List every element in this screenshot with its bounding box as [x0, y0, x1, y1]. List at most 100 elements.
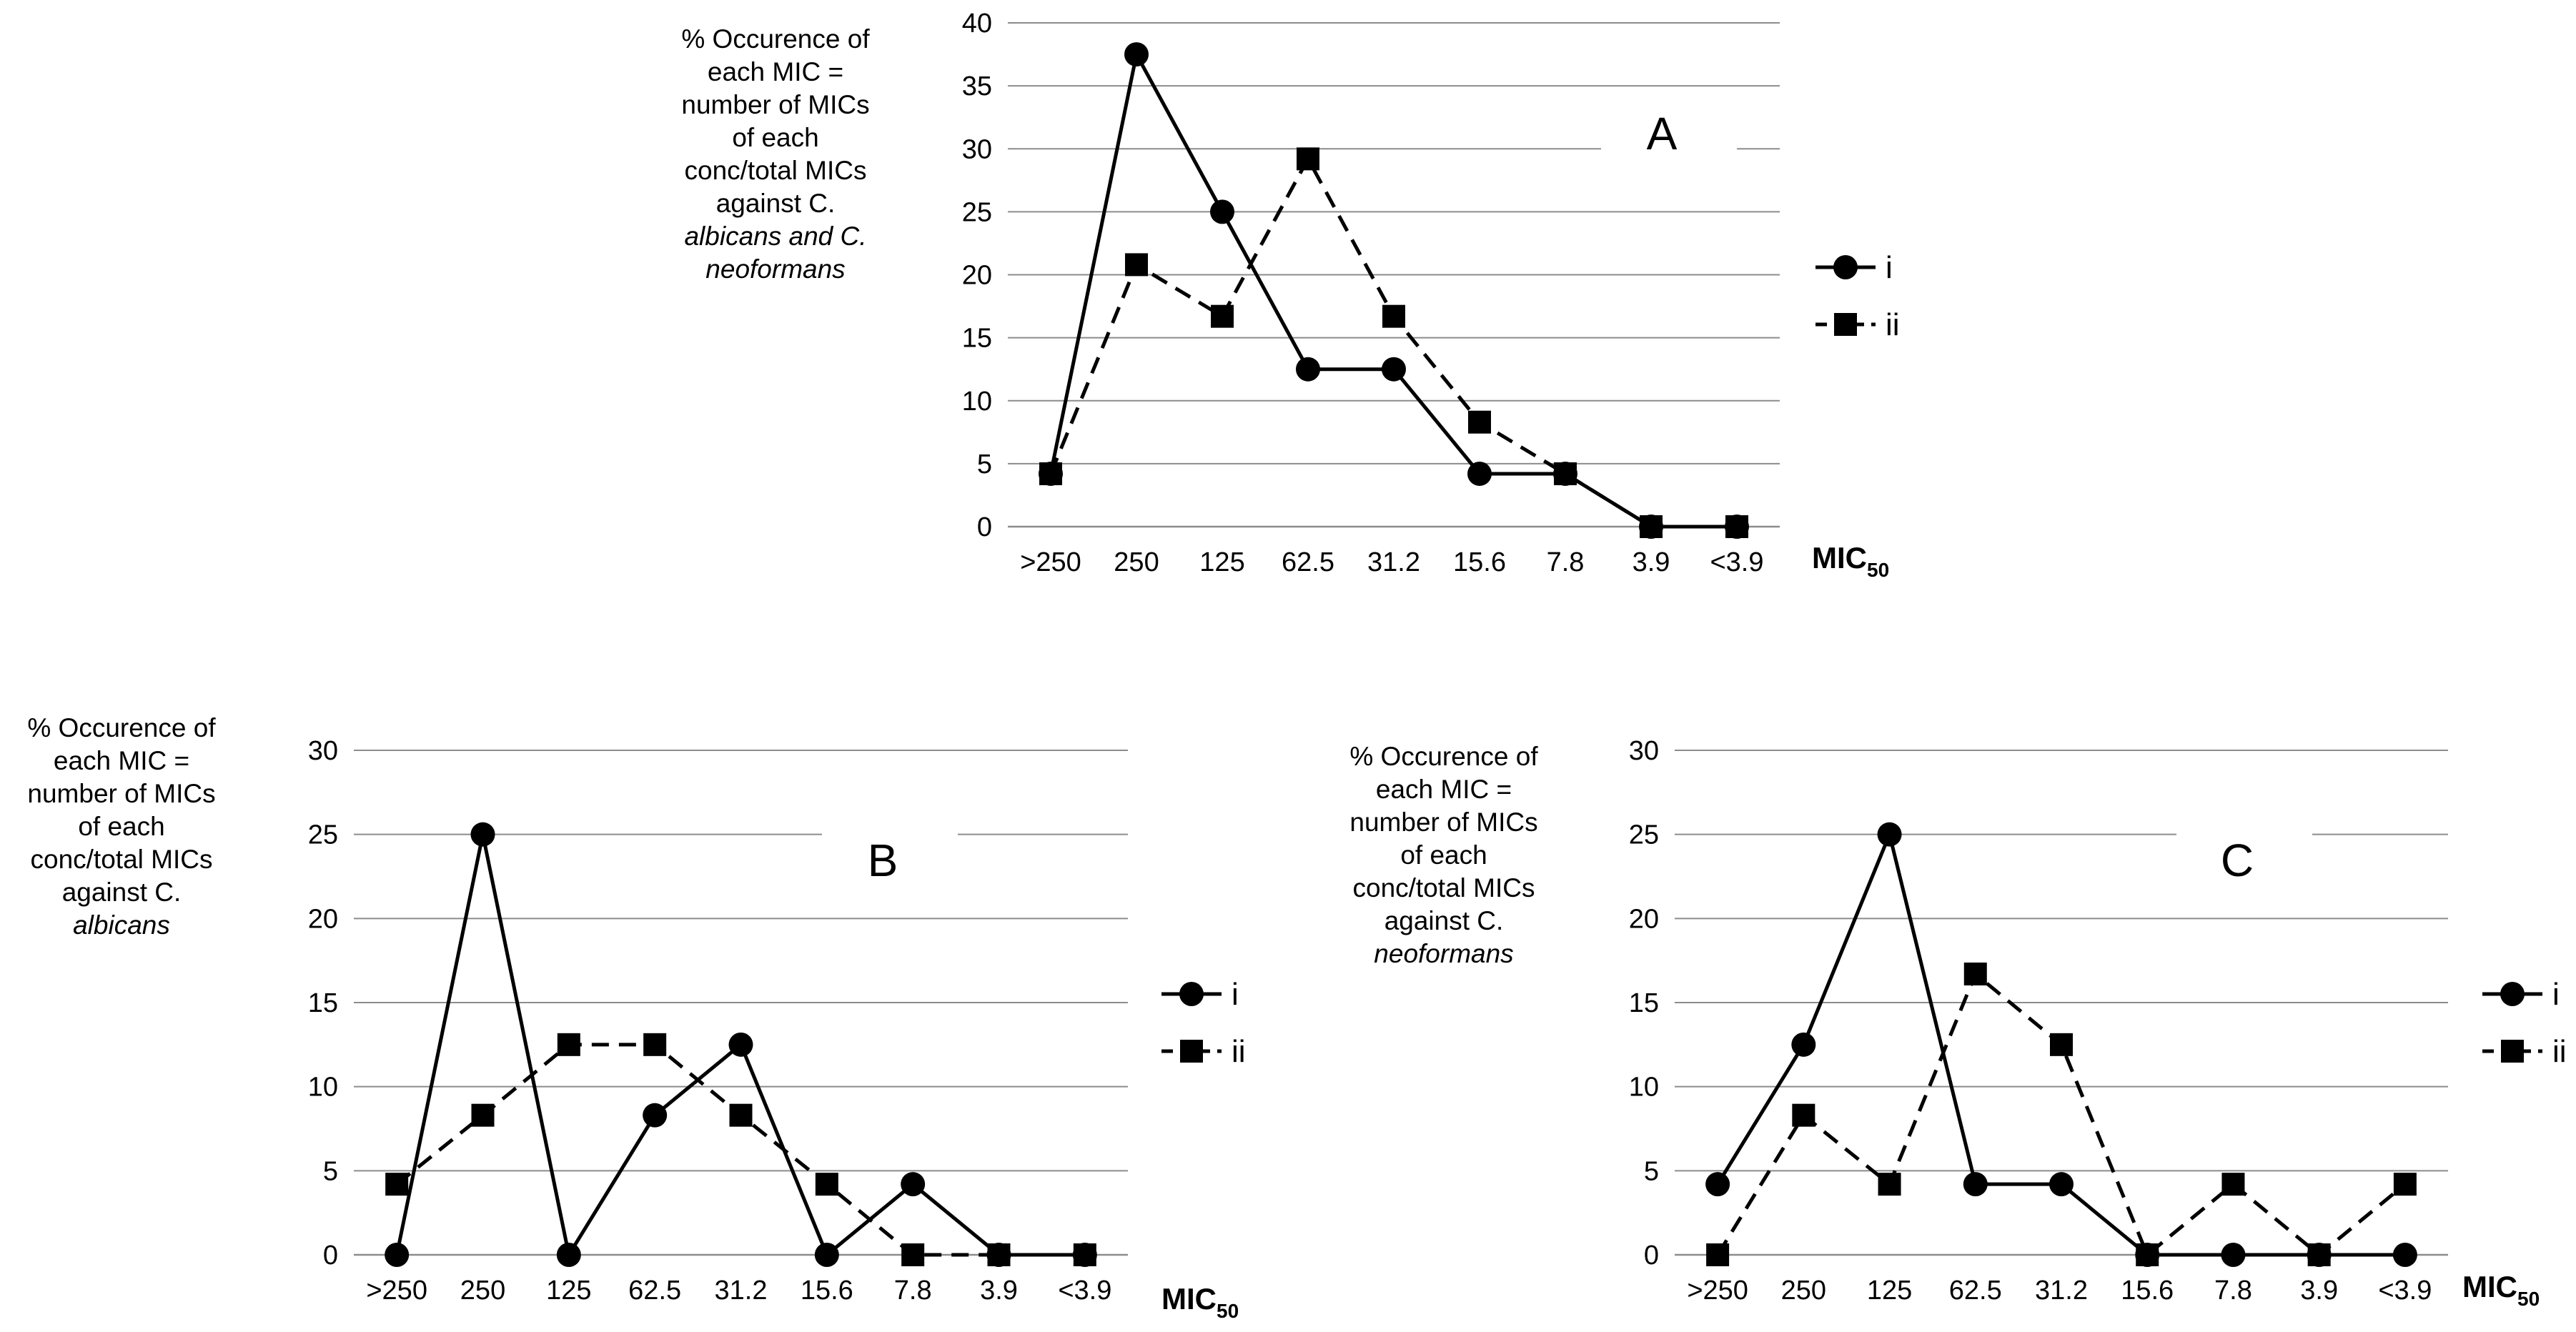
data-point-i	[1039, 461, 1063, 486]
y-label-line: of each	[732, 123, 819, 152]
data-point-i	[901, 1172, 926, 1197]
x-tick-label: 3.9	[1633, 547, 1670, 577]
data-point-ii	[729, 1103, 753, 1127]
legend-marker-ii	[1180, 1040, 1203, 1063]
x-tick-label: 250	[460, 1276, 505, 1306]
x-tick-label: 3.9	[2300, 1276, 2338, 1306]
data-point-i	[1725, 515, 1749, 539]
y-tick-label: 10	[308, 1073, 338, 1103]
x-tick-label: 125	[546, 1276, 591, 1306]
data-point-i	[1124, 42, 1149, 67]
x-tick-label: 15.6	[801, 1276, 853, 1306]
y-label-line: number of MICs	[1349, 807, 1538, 837]
legend-marker-ii	[1834, 313, 1857, 336]
x-tick-label: 125	[1199, 547, 1244, 577]
data-point-ii	[385, 1173, 409, 1196]
x-tick-label: <3.9	[1058, 1276, 1111, 1306]
series-line-i	[1049, 49, 1737, 529]
data-point-i	[728, 1032, 753, 1057]
x-axis-label-subscript: 50	[1867, 559, 1889, 581]
y-label-line: albicans	[73, 910, 170, 940]
data-point-i	[1296, 357, 1320, 382]
data-point-ii	[1792, 1103, 1815, 1127]
x-tick-label: 62.5	[628, 1276, 681, 1306]
legend-label-i: i	[1886, 250, 1893, 285]
y-axis-label-a: % Occurence of each MIC = number of MICs…	[643, 23, 908, 286]
y-label-line: each MIC =	[707, 57, 844, 86]
y-tick-label: 0	[1644, 1241, 1659, 1271]
y-tick-label: 25	[1629, 820, 1659, 850]
y-label-line: number of MICs	[681, 90, 870, 119]
x-axis-label: MIC50	[2462, 1270, 2540, 1310]
y-label-line: % Occurence of	[27, 713, 216, 742]
data-point-ii	[2050, 1033, 2073, 1056]
y-label-line: neoformans	[1374, 939, 1514, 968]
data-point-ii	[2221, 1173, 2245, 1196]
x-axis-label-subscript: 50	[1217, 1300, 1239, 1322]
legend-label-i: i	[1232, 977, 1239, 1012]
y-label-line: number of MICs	[27, 779, 216, 808]
x-tick-label: 250	[1781, 1276, 1826, 1306]
x-tick-label: 15.6	[1453, 547, 1506, 577]
data-point-i	[2221, 1243, 2246, 1267]
data-point-ii	[1468, 410, 1491, 434]
y-axis-label-b: % Occurence of each MIC = number of MICs…	[0, 712, 243, 942]
panel-title: C	[2221, 835, 2254, 886]
y-tick-label: 30	[962, 134, 992, 164]
data-point-i	[556, 1243, 581, 1267]
data-point-ii	[1297, 147, 1319, 171]
chart-panel-a: 0 5 10 15 20 25 30 35 40 >250 250 125 62.5 31.2 15.6 7.…	[962, 9, 1900, 581]
x-tick-label: <3.9	[1710, 547, 1763, 577]
series-line-ii	[395, 1043, 1085, 1257]
data-point-i	[385, 1243, 410, 1267]
x-tick-label: 31.2	[2035, 1276, 2088, 1306]
y-label-line: conc/total MICs	[684, 156, 867, 185]
data-point-i	[986, 1243, 1011, 1267]
data-point-ii	[2393, 1173, 2417, 1196]
y-tick-label: 5	[323, 1156, 338, 1186]
x-tick-label: 15.6	[2121, 1276, 2174, 1306]
x-tick-label: 62.5	[1282, 547, 1334, 577]
x-tick-label: 31.2	[1367, 547, 1420, 577]
x-tick-label: 125	[1867, 1276, 1912, 1306]
y-label-line: neoformans	[705, 254, 846, 284]
y-label-line: of each	[1400, 840, 1487, 870]
y-tick-label: 15	[1629, 988, 1659, 1018]
y-label-line: conc/total MICs	[30, 845, 213, 874]
x-tick-label: 7.8	[2214, 1276, 2252, 1306]
y-tick-label: 30	[1629, 736, 1659, 766]
y-tick-label: 20	[962, 261, 992, 291]
legend-label-ii: ii	[1886, 307, 1900, 342]
x-tick-label: >250	[366, 1276, 427, 1306]
y-tick-label: 40	[962, 9, 992, 39]
x-axis-label: MIC50	[1812, 541, 1889, 581]
y-label-line: % Occurence of	[681, 24, 870, 54]
legend-marker-i	[2500, 982, 2525, 1006]
y-axis-label-c: % Occurence of each MIC = number of MICs…	[1315, 740, 1572, 970]
y-label-line: % Occurence of	[1349, 742, 1538, 771]
legend-marker-ii	[2501, 1040, 2524, 1063]
x-axis-label: MIC50	[1161, 1282, 1239, 1322]
data-point-i	[2307, 1243, 2332, 1267]
data-point-i	[2392, 1243, 2417, 1267]
x-tick-label: 250	[1114, 547, 1159, 577]
y-label-line: against C.	[1384, 906, 1504, 935]
data-point-i	[2135, 1243, 2160, 1267]
chart-panel-b: 0 5 10 15 20 25 30 >250 250 125 62.5 31.2 15.6 7.8 3.9…	[308, 736, 1246, 1322]
legend-label-ii: ii	[2552, 1034, 2567, 1069]
x-tick-label: 7.8	[1547, 547, 1585, 577]
x-axis-label-subscript: 50	[2517, 1288, 2540, 1310]
panel-title: A	[1647, 108, 1678, 159]
data-point-i	[470, 822, 495, 847]
x-tick-label: >250	[1020, 547, 1081, 577]
y-tick-label: 10	[1629, 1073, 1659, 1103]
y-tick-label: 35	[962, 71, 992, 101]
y-tick-label: 30	[308, 736, 338, 766]
series-line-ii	[1715, 970, 2407, 1258]
y-tick-label: 0	[977, 512, 992, 542]
data-point-i	[1705, 1172, 1730, 1197]
data-point-i	[643, 1103, 668, 1128]
y-label-line: each MIC =	[1375, 775, 1512, 804]
data-point-ii	[557, 1033, 580, 1056]
y-tick-label: 20	[1629, 904, 1659, 934]
